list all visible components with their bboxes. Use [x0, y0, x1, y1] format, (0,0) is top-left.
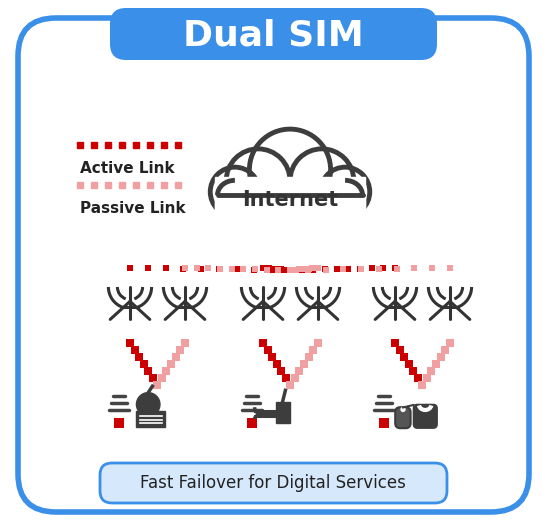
FancyBboxPatch shape — [100, 463, 447, 503]
Text: Dual SIM: Dual SIM — [183, 19, 363, 53]
Circle shape — [210, 167, 259, 216]
Bar — [379, 418, 389, 428]
Circle shape — [226, 149, 290, 213]
Text: Fast Failover for Digital Services: Fast Failover for Digital Services — [140, 474, 406, 492]
Text: Passive Link: Passive Link — [80, 201, 185, 216]
FancyBboxPatch shape — [136, 411, 165, 427]
FancyBboxPatch shape — [110, 8, 437, 60]
Text: Internet: Internet — [242, 190, 338, 210]
Bar — [114, 418, 124, 428]
Circle shape — [290, 149, 354, 213]
Text: Active Link: Active Link — [80, 161, 174, 176]
FancyBboxPatch shape — [414, 404, 437, 428]
FancyBboxPatch shape — [214, 195, 365, 229]
Circle shape — [401, 408, 405, 411]
FancyBboxPatch shape — [276, 402, 289, 422]
FancyBboxPatch shape — [395, 407, 411, 428]
FancyBboxPatch shape — [18, 18, 529, 512]
Bar — [247, 418, 257, 428]
Circle shape — [249, 129, 330, 210]
Circle shape — [321, 167, 370, 216]
FancyBboxPatch shape — [214, 176, 365, 223]
Circle shape — [136, 393, 160, 416]
